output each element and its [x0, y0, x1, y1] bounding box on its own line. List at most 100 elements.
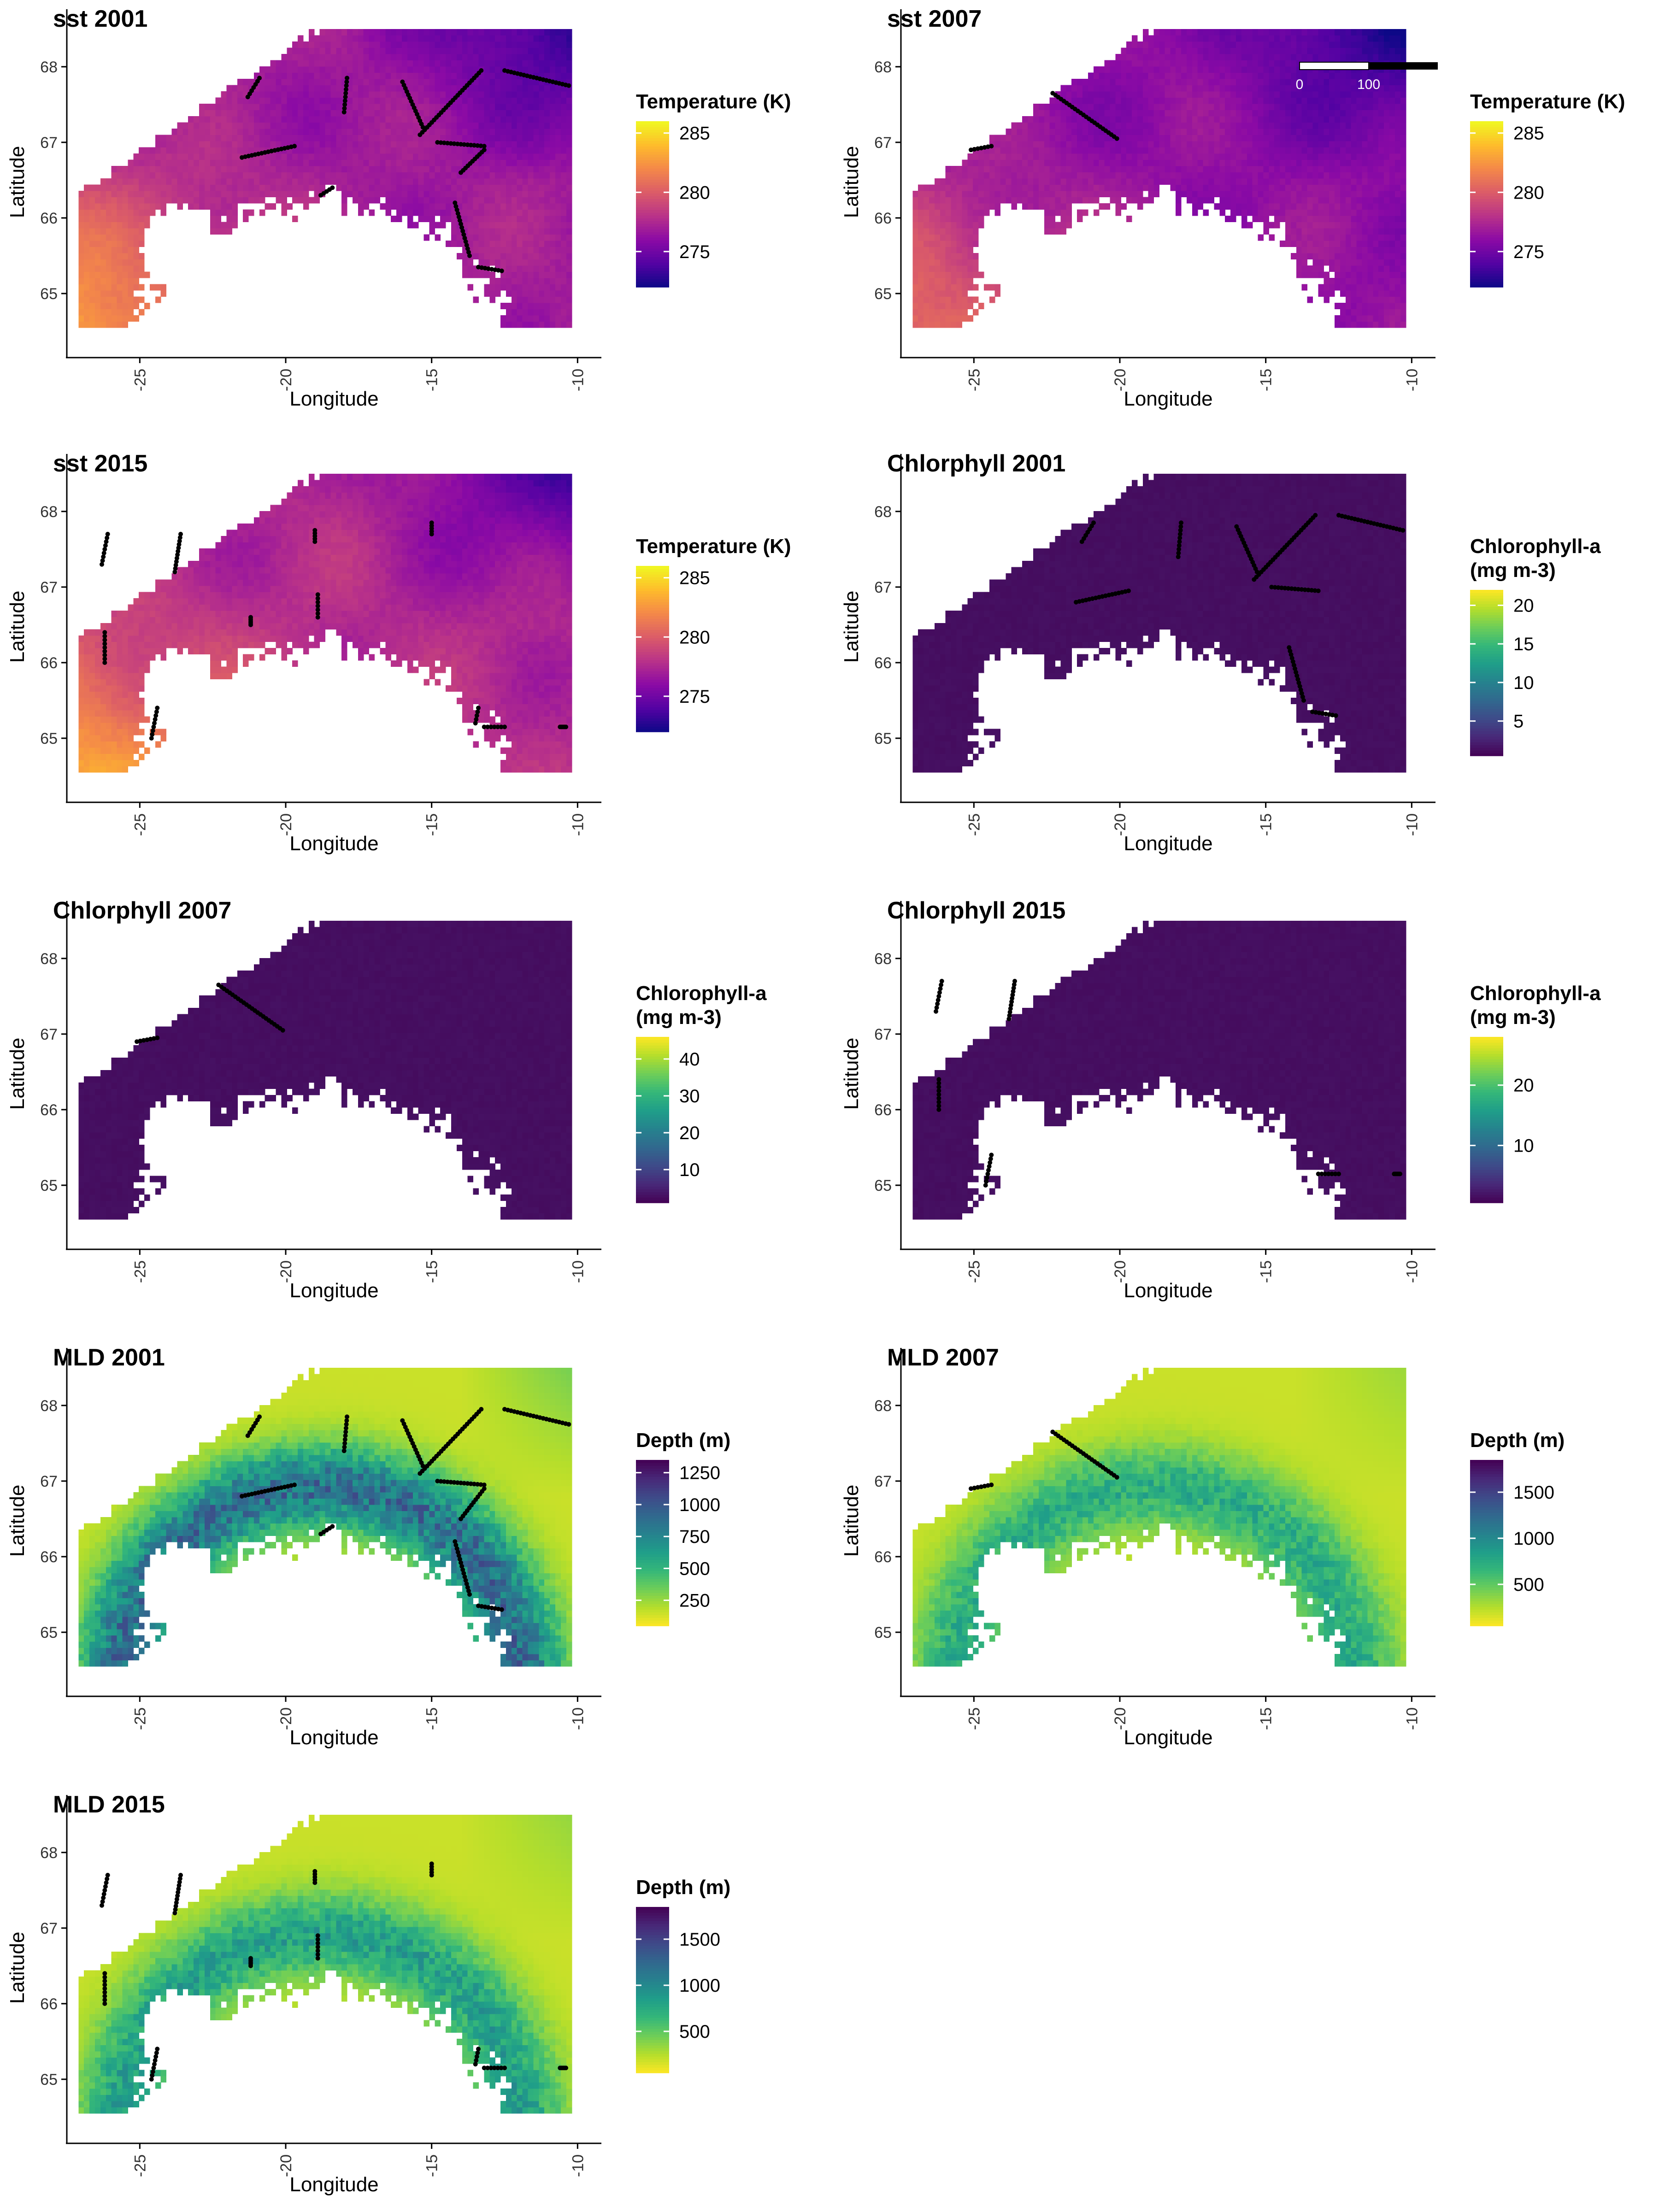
track-point [459, 222, 463, 226]
track-point [151, 2065, 156, 2071]
y-tick-label: 65 [40, 1177, 58, 1194]
axes: 65 66 67 68 -25 -20 -15 -10 Longitude Latitude [6, 9, 601, 410]
x-tick-label: -10 [569, 1260, 587, 1283]
heatmap-raster [78, 29, 572, 328]
track-point [100, 1899, 105, 1904]
x-tick-label: -10 [569, 369, 587, 391]
track-point [330, 185, 335, 190]
track-point [1288, 648, 1293, 653]
track-point [502, 2065, 507, 2071]
track-point [102, 660, 107, 665]
x-tick-label: -15 [1258, 1707, 1275, 1730]
panel-chl2015: 65 66 67 68 -25 -20 -15 -10 Longitude Latitude Chl… [840, 897, 1601, 1302]
legend-tick-label: 30 [679, 1086, 700, 1106]
colorbar-legend: Depth (m) 1500 1000 500 [1470, 1429, 1565, 1626]
track-point [150, 732, 155, 737]
track-point [473, 721, 478, 726]
track-point [152, 2062, 157, 2067]
x-tick-label: -15 [424, 1260, 441, 1283]
track-point [459, 225, 465, 230]
y-tick-label: 68 [40, 950, 58, 968]
track-point [988, 1156, 993, 1161]
track-point [499, 1607, 504, 1612]
heatmap-raster [912, 920, 1406, 1220]
track-point [454, 207, 459, 212]
x-tick-label: -15 [424, 2154, 441, 2177]
track-point [453, 200, 458, 206]
track-point [969, 1486, 973, 1491]
track-point [1326, 1171, 1331, 1177]
legend-tick-label: 280 [679, 627, 710, 647]
y-axis-title: Latitude [6, 1932, 29, 2004]
legend-title: Temperature (K) [1470, 90, 1625, 113]
track-point [1320, 711, 1325, 716]
track-point [934, 1005, 939, 1010]
legend-title: Chlorophyll-a [636, 982, 767, 1005]
track-point [972, 1485, 977, 1490]
track-point [1398, 1171, 1402, 1177]
panel-sst2015: 65 66 67 68 -25 -20 -15 -10 Longitude Latitude sst… [6, 450, 791, 855]
panel-mld2015: 65 66 67 68 -25 -20 -15 -10 Longitude Latitude MLD… [6, 1791, 730, 2196]
track-point [101, 1895, 106, 1900]
panel-chl2001: 65 66 67 68 -25 -20 -15 -10 Longitude Latitude Chl… [840, 450, 1601, 855]
track-point [173, 566, 178, 571]
track-point [1299, 587, 1304, 592]
track-point [457, 218, 462, 223]
track-point [102, 653, 107, 658]
track-point [989, 1153, 994, 1158]
track-point [177, 535, 182, 540]
track-point [177, 539, 182, 543]
track-point [138, 1038, 143, 1043]
heatmap-raster [78, 1814, 572, 2114]
heatmap-raster [78, 473, 572, 773]
track-point [1011, 989, 1016, 994]
survey-tracks [240, 68, 571, 273]
y-tick-label: 67 [874, 134, 892, 152]
track-point [459, 1481, 463, 1485]
track-point [468, 1481, 473, 1486]
track-point [153, 2058, 158, 2063]
x-tick-label: -10 [1403, 369, 1421, 391]
track-point [1126, 588, 1131, 594]
track-point [1006, 1017, 1012, 1022]
track-point [102, 2001, 107, 2006]
track-point [1293, 587, 1297, 591]
track-point [178, 1873, 183, 1877]
track-point [936, 1100, 941, 1105]
track-point [154, 2050, 159, 2055]
axes: 65 66 67 68 -25 -20 -15 -10 Longitude Latitude [840, 901, 1435, 1302]
x-tick-label: -20 [277, 369, 295, 391]
track-point [936, 1103, 941, 1108]
track-point [1287, 645, 1292, 650]
legend-title: Depth (m) [636, 1429, 730, 1452]
track-point [155, 1035, 160, 1041]
track-point [1176, 554, 1181, 559]
track-point [1269, 584, 1274, 589]
track-point [989, 1483, 994, 1488]
track-point [315, 1944, 320, 1949]
y-tick-label: 68 [874, 950, 892, 968]
track-point [482, 144, 487, 149]
track-point [1282, 586, 1288, 591]
track-point [1007, 1013, 1012, 1018]
heatmap-raster [912, 29, 1406, 328]
track-point [145, 1037, 150, 1042]
track-point [178, 532, 183, 536]
x-tick-label: -15 [424, 369, 441, 391]
legend-tick-label: 20 [1513, 1076, 1534, 1096]
track-point [463, 239, 468, 244]
track-point [1298, 688, 1303, 692]
track-point [1286, 586, 1291, 591]
track-point [485, 2065, 490, 2071]
y-tick-label: 68 [40, 1844, 58, 1862]
panel-title: Chlorphyll 2015 [887, 897, 1065, 924]
x-tick-label: -20 [277, 2154, 295, 2177]
track-point [476, 706, 481, 711]
track-point [257, 76, 262, 81]
track-point [175, 1893, 180, 1898]
legend-tick-label: 10 [679, 1160, 700, 1180]
track-point [475, 143, 480, 148]
panel-sst2007: 0 100 200km 65 66 67 68 -25 -20 -15 -10 Longitude La… [840, 6, 1625, 410]
track-point [473, 2062, 478, 2067]
heatmap-raster [78, 920, 572, 1220]
